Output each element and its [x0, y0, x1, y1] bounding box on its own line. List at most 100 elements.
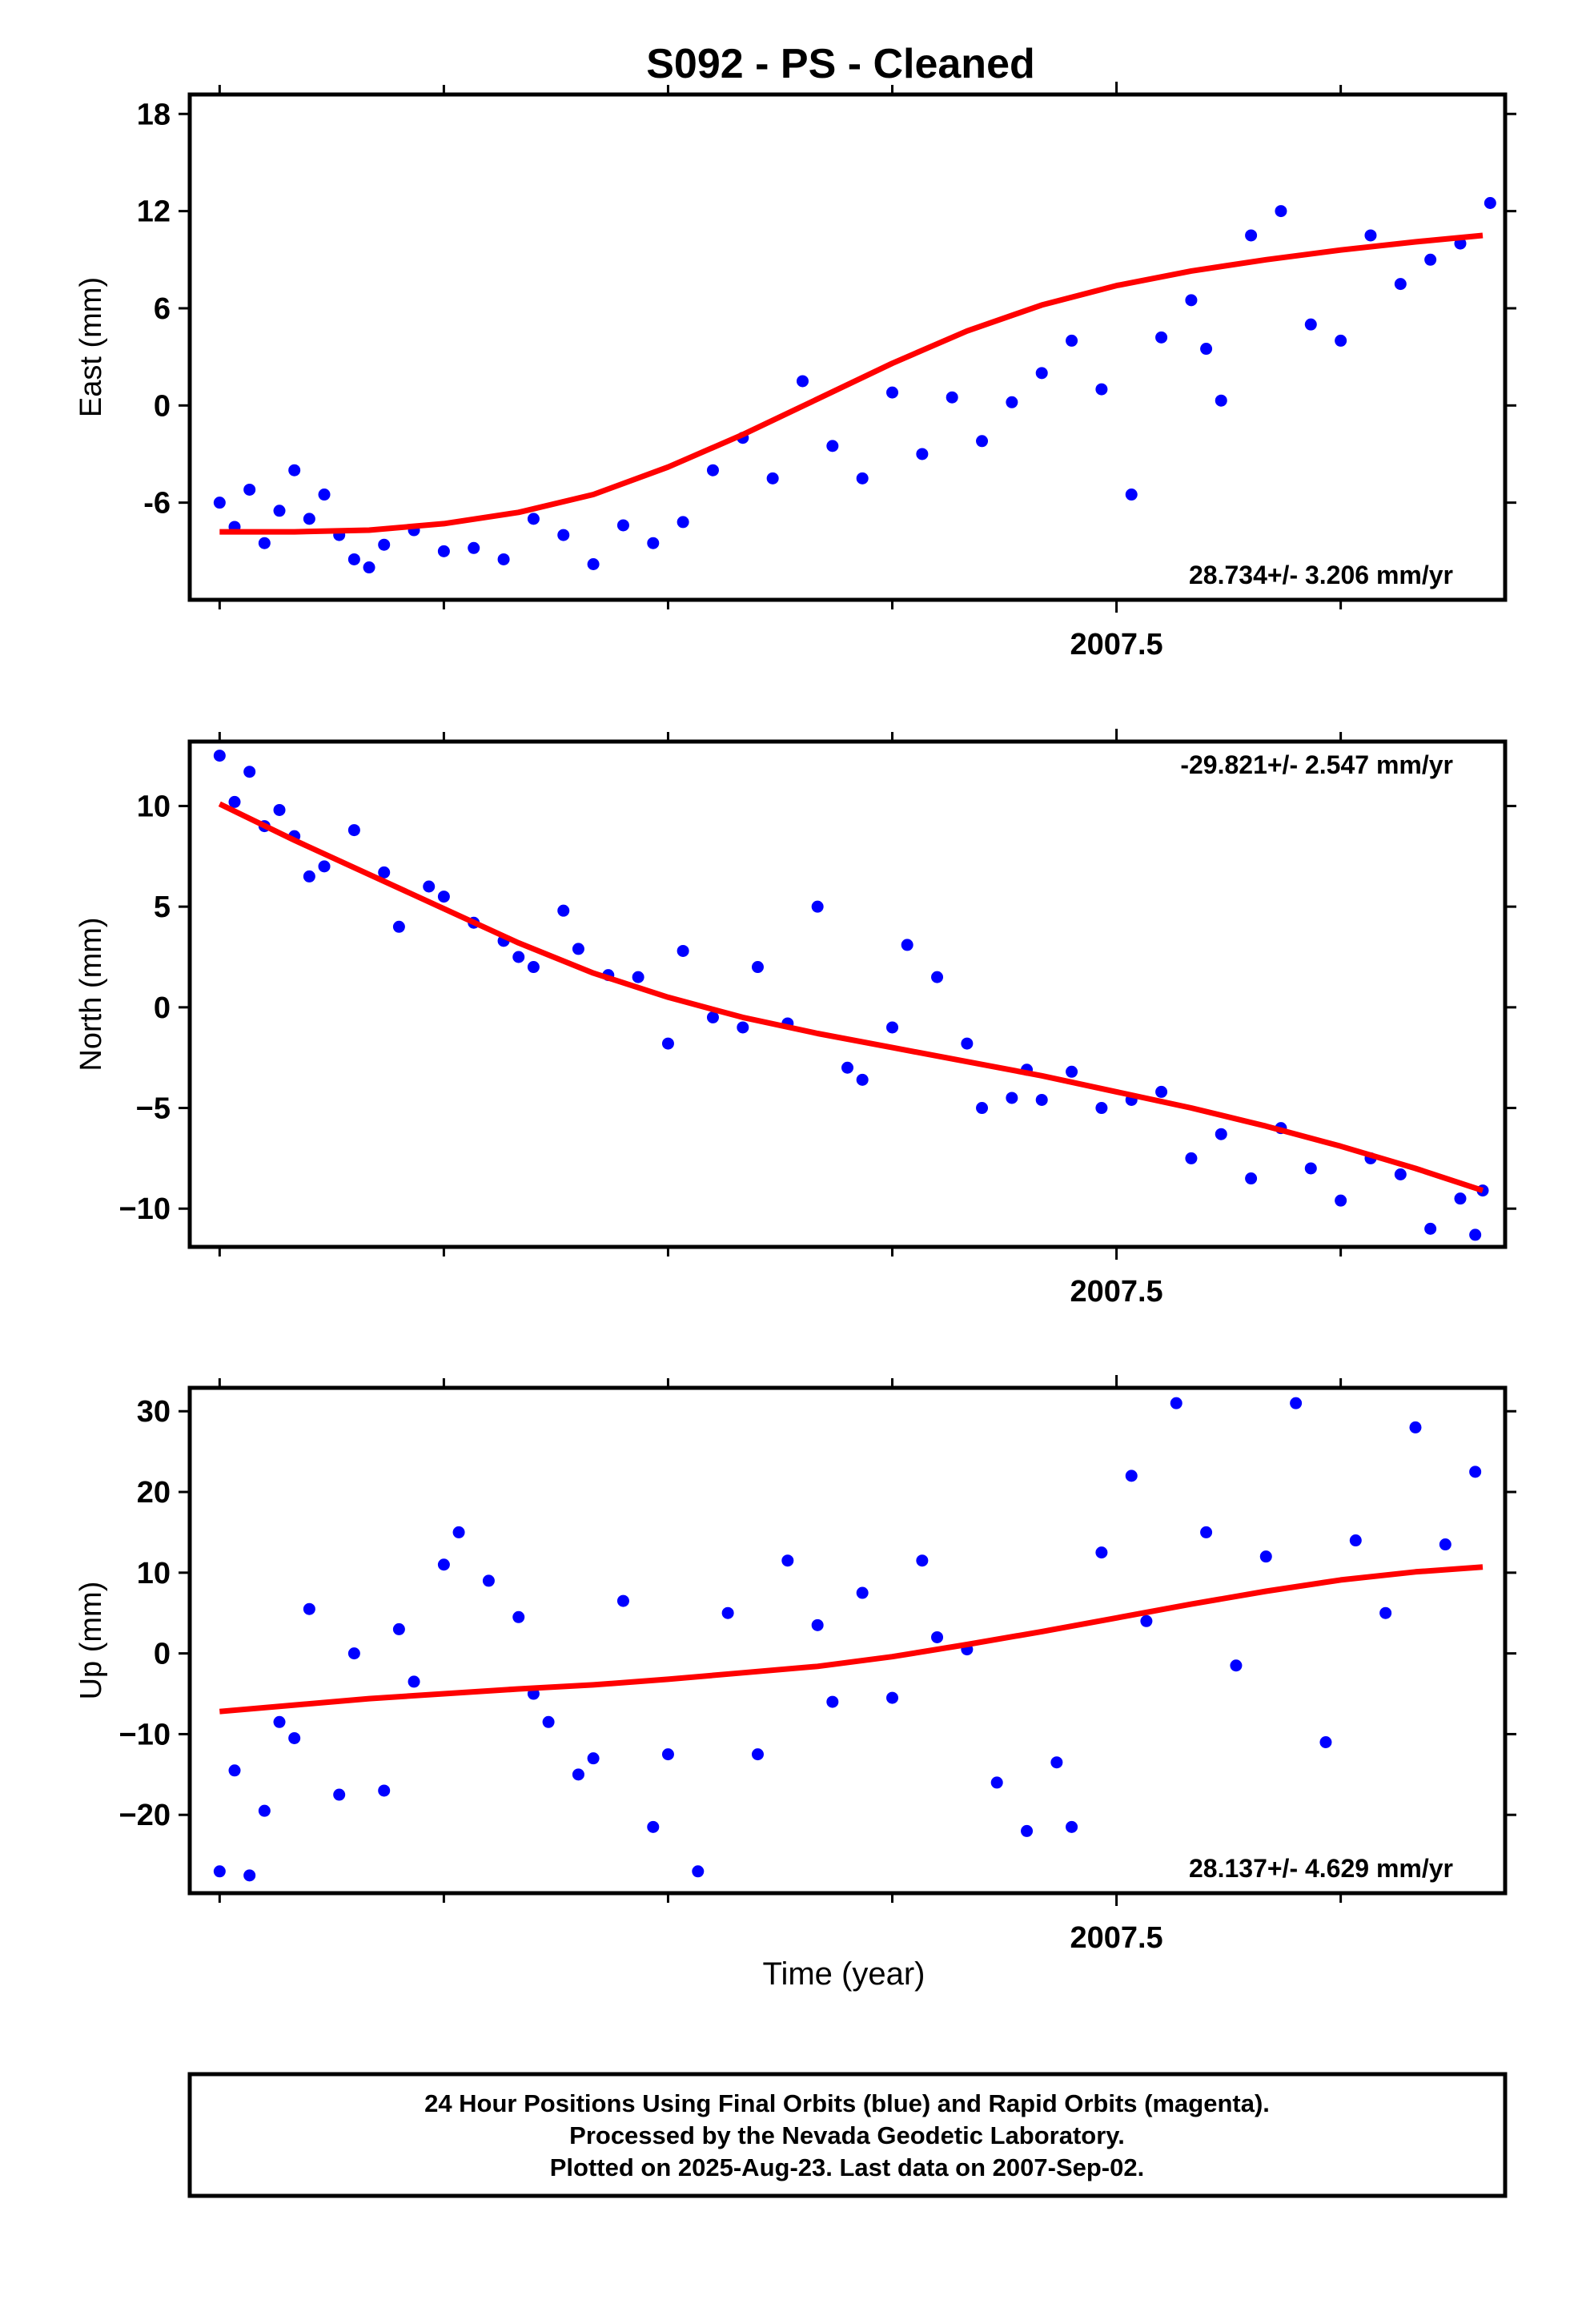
north-data-point [423, 880, 436, 893]
up-data-point [542, 1715, 555, 1728]
up-data-point [572, 1768, 584, 1781]
north-data-point [976, 1102, 989, 1115]
east-frame [187, 92, 1508, 602]
up-data-point [916, 1554, 929, 1567]
east-ytick-label: 6 [154, 292, 171, 326]
up-data-point [1379, 1606, 1392, 1619]
east-data-point [1275, 205, 1287, 218]
east-data-point [1200, 343, 1213, 356]
north-data-point [213, 750, 226, 762]
north-data-point [243, 766, 256, 778]
east-data-point [616, 519, 629, 532]
up-data-point [258, 1804, 271, 1817]
north-data-point [527, 961, 540, 974]
north-ytick-label: −5 [136, 1092, 171, 1126]
east-data-point [1185, 294, 1198, 307]
north-data-point [273, 803, 286, 816]
up-data-point [931, 1630, 944, 1643]
east-rate-label: 28.734+/- 3.206 mm/yr [1189, 561, 1453, 589]
footer-box: 24 Hour Positions Using Final Orbits (bl… [187, 2072, 1508, 2198]
up-ytick-label: −20 [119, 1799, 171, 1832]
up-data-point [1200, 1526, 1213, 1538]
up-fit-line [219, 1564, 1484, 1715]
east-data-point [886, 386, 899, 399]
east-fit-line [219, 232, 1484, 535]
north-rate-label: -29.821+/- 2.547 mm/yr [1180, 750, 1453, 779]
up-data-point [1140, 1614, 1153, 1627]
north-data-point [841, 1061, 853, 1074]
north-data-point [961, 1037, 974, 1050]
up-data-point [288, 1731, 301, 1744]
east-data-point [347, 553, 360, 565]
north-data-point [811, 900, 824, 913]
up-data-point [1349, 1534, 1362, 1547]
north-data-point [378, 866, 391, 879]
up-ytick-label: 30 [137, 1395, 171, 1429]
east-data-point [647, 537, 660, 549]
north-data-point [228, 795, 241, 808]
north-frame [187, 739, 1508, 1249]
up-data-point [1409, 1421, 1422, 1433]
north-ytick-label: −10 [119, 1192, 171, 1226]
east-data-point [213, 497, 226, 509]
north-data-point [572, 943, 584, 955]
up-ytick-label: 10 [137, 1557, 171, 1590]
up-xtick-label: 2007.5 [1070, 1921, 1162, 1955]
north-data-point [737, 1021, 749, 1034]
up-data-point [408, 1675, 420, 1688]
up-data-point [1290, 1397, 1303, 1409]
north-data-point [347, 824, 360, 837]
north-data-point [392, 920, 405, 933]
east-data-point [303, 513, 315, 525]
north-data-point [512, 951, 525, 963]
up-data-point [990, 1776, 1003, 1789]
north-data-point [632, 971, 644, 983]
up-data-point [721, 1606, 734, 1619]
north-data-point [1035, 1093, 1048, 1106]
east-data-point [587, 558, 600, 571]
east-data-point [497, 553, 510, 565]
east-data-point [916, 448, 929, 460]
east-ytick-label: 0 [154, 389, 171, 423]
up-data-point [512, 1610, 525, 1623]
up-data-point [647, 1820, 660, 1833]
up-data-point [333, 1788, 346, 1801]
up-data-point [1439, 1538, 1452, 1551]
east-data-point [1304, 318, 1317, 331]
up-data-point [1259, 1550, 1272, 1563]
east-data-point [1125, 489, 1138, 501]
east-data-point [437, 545, 450, 557]
north-data-point [1006, 1092, 1018, 1104]
page-title: S092 - PS - Cleaned [646, 41, 1035, 87]
east-data-point [363, 561, 375, 574]
north-data-point [1304, 1162, 1317, 1175]
east-data-point [1215, 394, 1227, 407]
up-data-point [856, 1586, 869, 1599]
up-data-point [1170, 1397, 1182, 1409]
north-data-point [557, 904, 570, 917]
north-data-point [437, 891, 450, 903]
up-data-point [1319, 1736, 1332, 1749]
east-ylabel: East (mm) [74, 277, 108, 417]
up-data-point [482, 1574, 495, 1587]
north-data-point [1066, 1065, 1078, 1078]
north-data-point [1215, 1128, 1227, 1140]
up-data-point [661, 1748, 674, 1761]
north-panel: −10 −5 0 5 10 2007.5 North (mm) -29.821+/- 2.54… [74, 729, 1516, 1309]
footer-line-1: 24 Hour Positions Using Final Orbits (bl… [424, 2089, 1270, 2117]
east-data-point [1155, 331, 1168, 344]
up-data-point [751, 1748, 764, 1761]
up-data-point [781, 1554, 794, 1567]
east-data-point [527, 513, 540, 525]
east-data-point [1066, 334, 1078, 347]
up-data-point [1066, 1820, 1078, 1833]
east-data-point [1394, 278, 1407, 291]
north-ytick-label: 10 [137, 790, 171, 823]
north-data-point [856, 1073, 869, 1086]
footer-line-3: Plotted on 2025-Aug-23. Last data on 200… [550, 2153, 1144, 2181]
east-data-point [1364, 229, 1377, 242]
north-data-point [706, 1011, 719, 1023]
east-data-point [856, 472, 869, 485]
up-rate-label: 28.137+/- 4.629 mm/yr [1189, 1854, 1453, 1883]
